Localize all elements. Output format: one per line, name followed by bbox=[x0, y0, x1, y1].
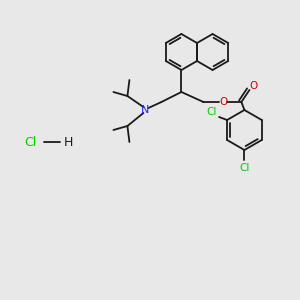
Text: Cl: Cl bbox=[206, 107, 216, 117]
Text: O: O bbox=[249, 81, 257, 91]
Text: Cl: Cl bbox=[24, 136, 36, 148]
Text: N: N bbox=[141, 105, 150, 115]
Text: H: H bbox=[63, 136, 73, 148]
Text: Cl: Cl bbox=[239, 163, 250, 173]
Text: O: O bbox=[219, 97, 227, 107]
